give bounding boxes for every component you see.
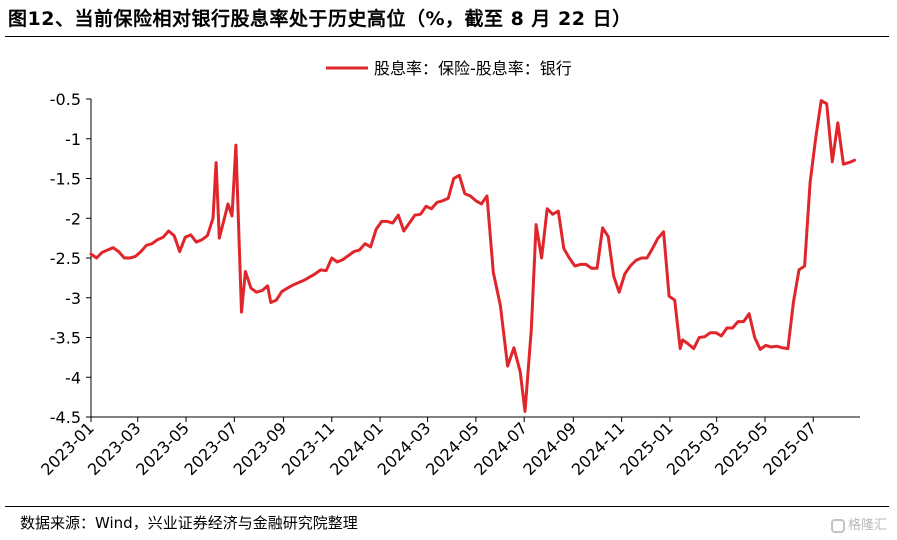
footer-rule [5, 506, 889, 507]
y-tick-label: -3 [65, 289, 81, 308]
y-tick-label: -1 [65, 130, 81, 149]
y-tick-label: -3.5 [50, 329, 81, 348]
legend: 股息率：保险-股息率：银行 [326, 59, 572, 78]
y-tick-label: -4.5 [50, 408, 81, 427]
title-rule [5, 36, 889, 37]
y-axis: -0.5 -1 -1.5 -2 -2.5 -3 -3.5 -4 -4.5 [50, 90, 92, 427]
y-tick-label: -2 [65, 209, 81, 228]
x-tick-label: 2023-07 [180, 418, 241, 479]
x-tick-label: 2025-07 [759, 418, 820, 479]
watermark-logo-icon [830, 519, 845, 533]
chart-title: 图12、当前保险相对银行股息率处于历史高位（%，截至 8 月 22 日） [8, 8, 632, 30]
y-tick-label: -1.5 [50, 170, 81, 189]
x-tick-label: 2024-07 [470, 418, 531, 479]
line-chart: 股息率：保险-股息率：银行 -0.5 -1 -1.5 -2 -2.5 -3 -3.5 -4 -4… [37, 59, 860, 479]
watermark: 格隆汇 [830, 514, 887, 533]
x-axis: 2023-012023-032023-052023-072023-092023-… [37, 416, 860, 479]
watermark-text: 格隆汇 [847, 518, 887, 533]
legend-label: 股息率：保险-股息率：银行 [374, 59, 572, 78]
plot-area [89, 99, 856, 413]
series-line [89, 99, 856, 413]
data-source-note: 数据来源：Wind，兴业证券经济与金融研究院整理 [20, 514, 358, 532]
y-tick-label: -2.5 [50, 249, 81, 268]
y-tick-label: -4 [65, 368, 81, 387]
y-tick-label: -0.5 [50, 90, 81, 109]
